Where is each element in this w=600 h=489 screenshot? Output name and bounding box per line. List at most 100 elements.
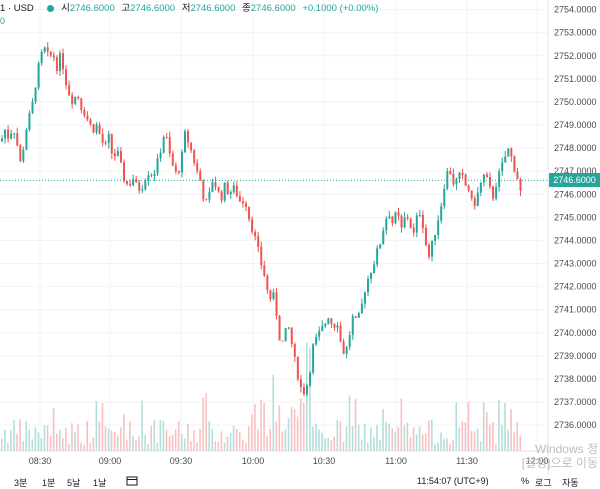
candle-body[interactable] xyxy=(403,217,406,228)
candle-body[interactable] xyxy=(241,201,244,204)
candle-body[interactable] xyxy=(434,234,437,241)
candle-body[interactable] xyxy=(324,323,327,326)
candle-body[interactable] xyxy=(373,264,376,274)
candle-body[interactable] xyxy=(168,137,171,154)
candle-body[interactable] xyxy=(479,182,482,193)
candle-body[interactable] xyxy=(388,216,391,219)
candle-body[interactable] xyxy=(287,327,290,329)
candle-body[interactable] xyxy=(141,189,144,191)
candle-body[interactable] xyxy=(400,215,403,228)
candle-body[interactable] xyxy=(312,344,315,373)
candle-body[interactable] xyxy=(363,292,366,304)
candle-body[interactable] xyxy=(7,129,10,139)
candle-body[interactable] xyxy=(485,174,488,178)
range-button-3[interactable]: 5날 xyxy=(67,478,81,488)
candle-body[interactable] xyxy=(190,142,193,151)
candle-body[interactable] xyxy=(150,175,153,177)
candle-body[interactable] xyxy=(74,96,77,104)
candle-body[interactable] xyxy=(272,292,275,299)
candle-body[interactable] xyxy=(55,57,58,71)
candle-body[interactable] xyxy=(40,51,43,64)
candle-body[interactable] xyxy=(330,318,333,324)
candle-body[interactable] xyxy=(129,183,132,186)
candle-body[interactable] xyxy=(52,55,55,58)
candle-body[interactable] xyxy=(263,265,266,276)
candle-body[interactable] xyxy=(431,240,434,257)
candle-body[interactable] xyxy=(440,206,443,221)
calendar-icon[interactable] xyxy=(126,475,138,488)
candle-body[interactable] xyxy=(379,244,382,249)
candle-body[interactable] xyxy=(376,248,379,265)
candle-body[interactable] xyxy=(37,63,40,88)
candle-body[interactable] xyxy=(49,51,52,56)
candle-body[interactable] xyxy=(354,316,357,318)
range-button-4[interactable]: 1날 xyxy=(93,478,107,488)
candle-body[interactable] xyxy=(397,212,400,216)
candle-body[interactable] xyxy=(119,150,122,163)
candle-body[interactable] xyxy=(519,179,522,191)
candle-body[interactable] xyxy=(345,346,348,354)
candle-body[interactable] xyxy=(65,69,68,86)
candle-body[interactable] xyxy=(428,244,430,257)
candle-body[interactable] xyxy=(498,171,501,187)
candle-body[interactable] xyxy=(281,340,284,342)
percent-toggle[interactable]: % xyxy=(521,476,530,486)
candle-body[interactable] xyxy=(217,186,220,192)
candle-body[interactable] xyxy=(107,133,110,143)
candle-body[interactable] xyxy=(46,47,49,52)
candle-body[interactable] xyxy=(10,133,13,139)
candle-body[interactable] xyxy=(406,217,409,219)
candle-body[interactable] xyxy=(113,153,116,157)
candle-body[interactable] xyxy=(348,334,351,347)
candle-body[interactable] xyxy=(86,115,89,120)
candle-body[interactable] xyxy=(83,109,86,116)
candle-body[interactable] xyxy=(202,180,205,200)
candle-body[interactable] xyxy=(144,180,147,190)
candle-body[interactable] xyxy=(290,327,293,345)
candle-body[interactable] xyxy=(452,173,455,185)
candle-body[interactable] xyxy=(132,179,135,186)
candle-body[interactable] xyxy=(71,95,74,104)
candle-body[interactable] xyxy=(336,325,339,328)
candle-body[interactable] xyxy=(306,385,308,395)
candle-body[interactable] xyxy=(367,278,369,293)
candle-body[interactable] xyxy=(507,148,510,157)
candle-body[interactable] xyxy=(4,129,7,139)
candle-body[interactable] xyxy=(309,372,312,386)
candle-body[interactable] xyxy=(232,185,235,192)
candle-body[interactable] xyxy=(269,290,272,299)
candle-body[interactable] xyxy=(31,101,34,114)
candle-body[interactable] xyxy=(68,85,71,96)
candle-body[interactable] xyxy=(455,178,458,185)
candle-body[interactable] xyxy=(482,174,485,183)
candle-body[interactable] xyxy=(293,344,296,357)
candle-body[interactable] xyxy=(327,318,330,324)
candle-body[interactable] xyxy=(266,275,269,291)
candle-body[interactable] xyxy=(458,172,461,179)
candle-body[interactable] xyxy=(25,129,28,150)
candle-body[interactable] xyxy=(275,292,278,316)
candle-body[interactable] xyxy=(171,153,174,166)
candle-body[interactable] xyxy=(62,53,64,70)
candle-body[interactable] xyxy=(34,87,37,102)
candle-body[interactable] xyxy=(184,131,186,152)
candle-body[interactable] xyxy=(302,387,305,395)
candle-body[interactable] xyxy=(208,191,211,200)
candle-body[interactable] xyxy=(513,156,516,172)
candle-body[interactable] xyxy=(123,162,125,182)
candle-body[interactable] xyxy=(165,137,168,139)
candle-body[interactable] xyxy=(476,192,479,206)
candle-body[interactable] xyxy=(489,177,491,187)
candle-body[interactable] xyxy=(153,173,156,176)
candle-body[interactable] xyxy=(443,188,446,207)
price-axis[interactable]: 2754.0000 2753.0000 2752.0000 2751.0000 2750… xyxy=(554,5,597,430)
candle-body[interactable] xyxy=(162,137,165,153)
candle-body[interactable] xyxy=(360,303,363,314)
candle-body[interactable] xyxy=(516,171,519,180)
candle-body[interactable] xyxy=(104,142,107,144)
candle-body[interactable] xyxy=(180,151,183,173)
candle-body[interactable] xyxy=(437,220,440,235)
candle-body[interactable] xyxy=(22,149,25,162)
candle-body[interactable] xyxy=(77,96,80,99)
candle-body[interactable] xyxy=(177,171,180,173)
